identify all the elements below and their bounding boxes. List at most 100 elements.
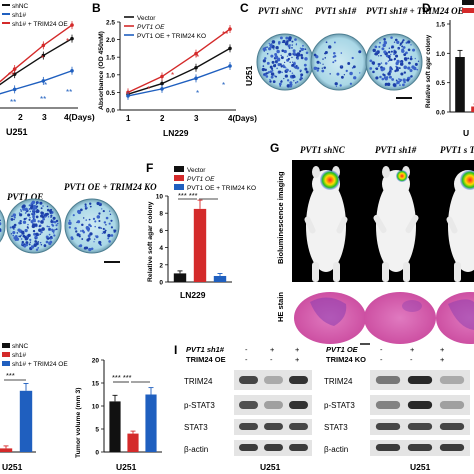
dish-c2-colony xyxy=(321,67,324,69)
dish-c2-colony xyxy=(322,58,324,60)
dish-e1-colony xyxy=(46,208,50,212)
dish-c1-colony xyxy=(300,56,304,60)
dish-c1-colony xyxy=(294,61,296,63)
dish-c1-colony xyxy=(268,47,272,51)
panel-tumor-volume: Tumor volume (mm 3) 0 5 10 15 20 *** *** U25… xyxy=(75,358,162,472)
dish-e1-colony xyxy=(35,248,39,251)
panel-b: B Absorbance (OD 450nM) 0.0 0.5 1.0 1.5 2.0 2… xyxy=(92,1,257,138)
dish-c3-colony xyxy=(399,78,402,82)
dish-e1-colony xyxy=(21,230,25,234)
panel-b-ytick: 0.0 xyxy=(106,108,115,115)
dish-c2-colony xyxy=(324,52,326,55)
dish-c3-colony xyxy=(403,57,408,61)
dish-c1-colony xyxy=(270,67,274,70)
dish-e1-colony xyxy=(19,213,23,217)
dish-c3-colony xyxy=(389,59,391,62)
panel-h-cell-line: U251 xyxy=(2,462,23,472)
dish-e1-colony xyxy=(21,233,23,235)
dish-c3-colony xyxy=(388,57,391,60)
dish-c1-colony xyxy=(296,80,299,83)
dish-c3-colony xyxy=(396,40,400,45)
dish-c3-colony xyxy=(408,61,411,65)
panel-b-star-1: ** xyxy=(222,30,228,39)
panel-f-bar-3 xyxy=(213,275,227,282)
dish-c1-colony xyxy=(289,61,291,64)
dish-e0 xyxy=(0,209,6,243)
dish-e1-colony xyxy=(19,222,22,225)
dish-c1-colony xyxy=(296,52,301,56)
tv-ytick: 20 xyxy=(92,358,100,365)
panel-b-ytick: 1.0 xyxy=(106,72,115,79)
panel-h-bars xyxy=(0,383,33,452)
dish-e1-colony xyxy=(52,232,55,234)
panel-d-cell-line: U xyxy=(463,128,469,138)
dish-e1-colony xyxy=(22,204,26,208)
dish-c3-colony xyxy=(389,71,392,74)
panel-d-bar-2 xyxy=(471,106,474,112)
dish-e1-colony xyxy=(48,237,50,240)
dish-e1-colony xyxy=(27,213,31,217)
dish-e1-colony xyxy=(40,243,43,246)
dish-e1-colony xyxy=(42,217,46,221)
panel-a-point xyxy=(12,72,17,76)
panel-a-series-2 xyxy=(0,70,73,95)
dish-c1-colony xyxy=(279,63,282,66)
panel-a-star-2: * xyxy=(41,54,44,63)
dish-e1-colony xyxy=(35,232,39,237)
dish-c3-colony xyxy=(375,67,379,71)
dish-e2-colony xyxy=(110,219,113,222)
tv-bar-2 xyxy=(127,433,139,452)
panel-i-label: I xyxy=(174,343,177,357)
blot-left-mark-2-1: - xyxy=(245,355,248,364)
dish-e1-colony xyxy=(11,215,13,218)
dish-c1-colony xyxy=(270,75,274,79)
blot-left-band-1-1 xyxy=(239,376,258,384)
dish-e1-colony xyxy=(50,214,53,217)
panel-a-star-7: ** xyxy=(10,98,16,107)
dish-c1-colony xyxy=(265,49,267,51)
panel-c-side-label: U251 xyxy=(244,65,254,86)
dish-c1-colony xyxy=(282,65,286,69)
dish-e0-colony xyxy=(0,219,2,222)
dish-e1-colony xyxy=(18,212,21,214)
dish-e2-colony xyxy=(108,210,111,212)
panel-b-point xyxy=(160,74,164,79)
dish-e1-colony xyxy=(13,218,15,221)
dish-c1-colony xyxy=(291,74,296,78)
dish-c3-colony xyxy=(402,83,405,87)
dish-e1-colony xyxy=(43,244,46,247)
dish-c2-colonies xyxy=(313,41,362,87)
dish-c3-colony xyxy=(379,41,381,44)
dish-e1-colony xyxy=(28,208,31,211)
blot-left-band-4-1 xyxy=(239,444,258,451)
dish-c1-colony xyxy=(282,39,286,44)
dish-e1-colony xyxy=(46,225,49,228)
dish-c1-colony xyxy=(270,54,274,58)
dish-e2-colony xyxy=(101,208,103,210)
dish-e1-colony xyxy=(33,243,37,248)
blot-right-mark-1-3: + xyxy=(440,345,445,354)
tv-ytick: 15 xyxy=(92,381,100,388)
dish-c2-colony xyxy=(328,45,332,49)
dish-c2-colony xyxy=(336,72,340,76)
dish-e1-colony xyxy=(24,207,28,212)
dish-e1-colony xyxy=(37,201,40,204)
panel-c: C PVT1 shNC PVT1 sh1# PVT1 sh1# + TRIM24… xyxy=(240,1,464,99)
blot-left-protein-2: p-STAT3 xyxy=(184,401,215,410)
he-section-2 xyxy=(364,292,436,344)
dish-e2-colony xyxy=(83,246,87,250)
dish-e1-colony xyxy=(26,226,29,228)
dish-c3-colony xyxy=(393,53,396,56)
blot-left-band-2-1 xyxy=(239,401,258,409)
dish-c1-colony xyxy=(264,57,267,60)
dish-e2-colony xyxy=(72,214,75,217)
dish-e1-colony xyxy=(25,211,27,213)
dish-c3-colony xyxy=(393,57,397,61)
panel-b-point xyxy=(160,81,164,86)
dish-e1-colony xyxy=(38,225,41,228)
dish-c1-colony xyxy=(263,73,265,76)
blot-left-protein-3: STAT3 xyxy=(184,423,208,432)
dish-c3-colony xyxy=(390,36,393,39)
dish-c1-colony xyxy=(275,75,278,78)
dish-c3-colony xyxy=(378,63,381,66)
